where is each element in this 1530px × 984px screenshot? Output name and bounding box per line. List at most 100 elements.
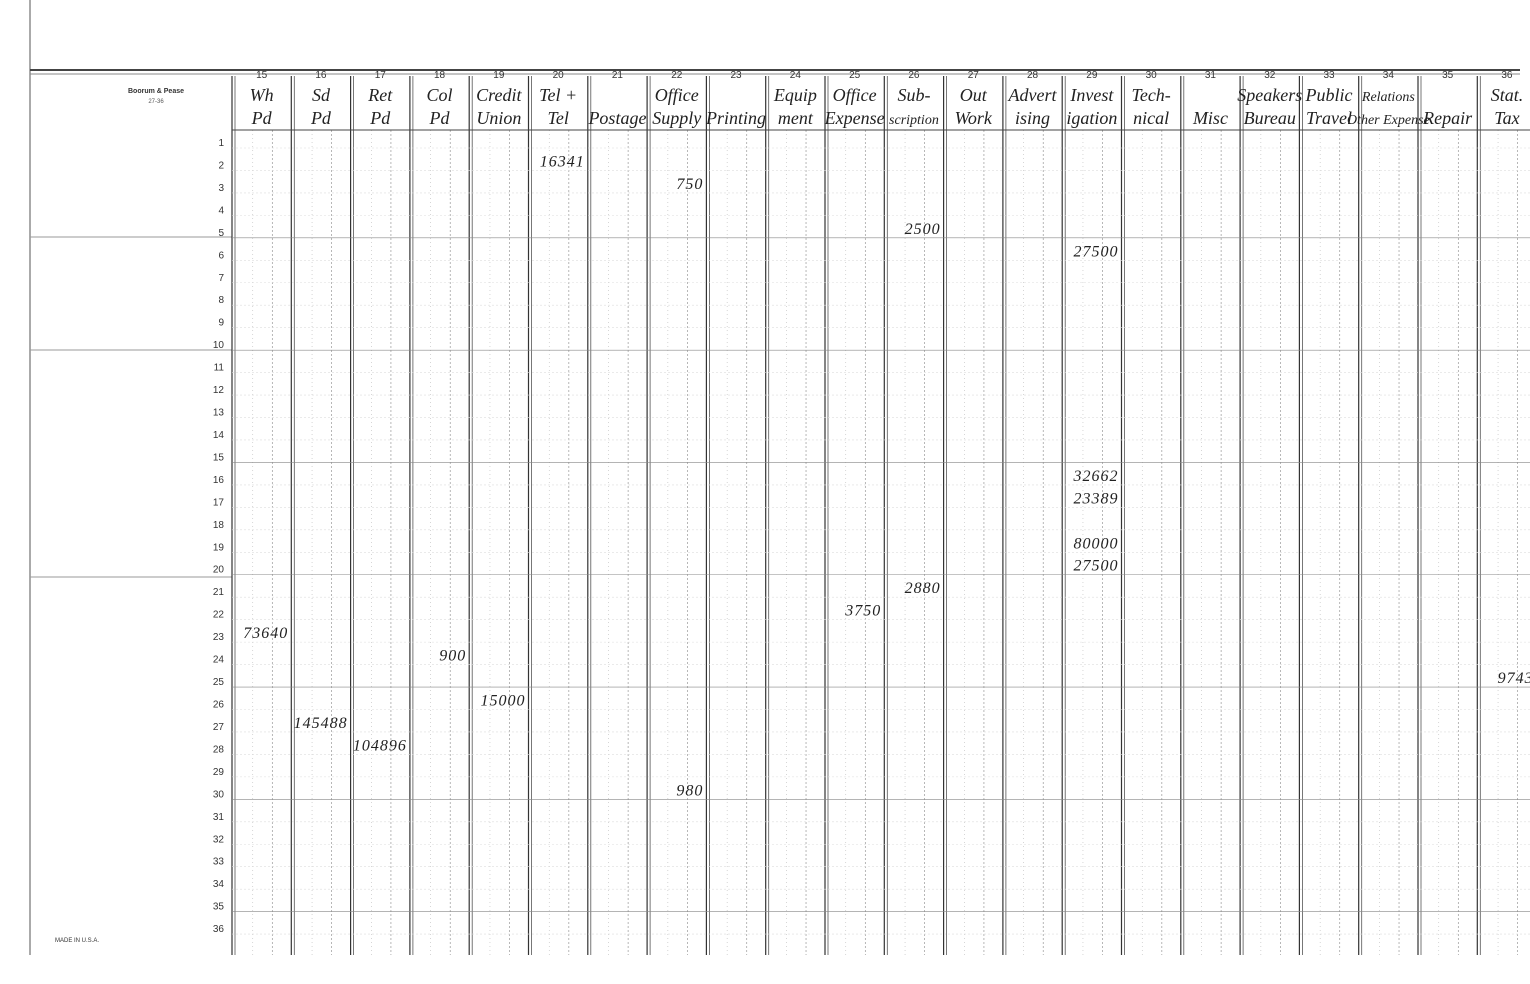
column-heading: Work [955, 108, 993, 128]
column-heading: Col [427, 85, 453, 105]
row-number: 28 [213, 744, 225, 755]
brand: Boorum & Pease [128, 88, 184, 95]
column-number: 32 [1264, 70, 1276, 81]
column-heading: Ret [367, 85, 393, 105]
column-heading: Wh [250, 85, 274, 105]
row-number: 30 [213, 789, 225, 800]
row-number: 19 [213, 542, 225, 553]
column-heading: Equip [773, 85, 817, 105]
column-heading: Pd [310, 108, 332, 128]
column-heading: Other Expense [1347, 113, 1430, 128]
row-number: 1 [218, 138, 224, 149]
entry-amount: 27500 [1074, 243, 1119, 260]
entry-amount: 104896 [353, 737, 407, 754]
column-heading: ment [778, 108, 814, 128]
row-number: 24 [213, 655, 225, 666]
column-heading: Out [960, 85, 988, 105]
entry-amount: 32662 [1073, 468, 1119, 485]
entry-amount: 15000 [481, 693, 526, 710]
row-number: 15 [213, 452, 225, 463]
column-heading: Speakers [1237, 85, 1302, 105]
row-number: 34 [213, 879, 225, 890]
row-number: 10 [213, 340, 225, 351]
column-heading: Tel + [539, 85, 577, 105]
column-number: 29 [1086, 70, 1098, 81]
column-number: 16 [315, 70, 327, 81]
column-heading: Repair [1422, 108, 1473, 128]
column-number: 19 [493, 70, 505, 81]
column-number: 23 [730, 70, 742, 81]
row-number: 31 [213, 812, 225, 823]
entry-amount: 3750 [844, 603, 881, 620]
column-heading: Tax [1494, 108, 1519, 128]
entry-amount: 2880 [905, 580, 941, 597]
column-number: 17 [375, 70, 387, 81]
column-heading: Pd [369, 108, 391, 128]
column-number: 21 [612, 70, 624, 81]
column-heading: Expense [824, 108, 885, 128]
row-number: 27 [213, 722, 225, 733]
entry-amount: 16341 [540, 153, 585, 170]
column-number: 26 [908, 70, 920, 81]
column-heading: Sd [312, 85, 331, 105]
row-number: 9 [218, 318, 224, 329]
column-number: 30 [1146, 70, 1158, 81]
column-heading: scription [889, 113, 939, 128]
column-number: 28 [1027, 70, 1039, 81]
entry-amount: 80000 [1074, 535, 1119, 552]
entry-amount: 2500 [905, 221, 941, 238]
column-heading: Credit [476, 85, 522, 105]
row-number: 16 [213, 475, 225, 486]
row-number: 8 [218, 295, 224, 306]
column-heading: nical [1133, 108, 1169, 128]
column-number: 36 [1501, 70, 1513, 81]
row-number: 14 [213, 430, 225, 441]
column-heading: Travel [1306, 108, 1352, 128]
column-heading: Misc [1192, 108, 1228, 128]
column-heading: Tech- [1131, 85, 1170, 105]
row-number: 23 [213, 632, 225, 643]
row-number: 13 [213, 408, 225, 419]
made-in: MADE IN U.S.A. [55, 938, 99, 944]
column-heading: Pd [429, 108, 451, 128]
entry-amount: 27500 [1074, 558, 1119, 575]
column-number: 20 [553, 70, 565, 81]
column-heading: Postage [587, 108, 646, 128]
column-number: 22 [671, 70, 683, 81]
column-number: 18 [434, 70, 446, 81]
row-number: 3 [218, 183, 224, 194]
column-heading: Sub- [897, 85, 930, 105]
row-number: 25 [213, 677, 225, 688]
row-number: 4 [218, 205, 224, 216]
column-number: 35 [1442, 70, 1454, 81]
row-number: 32 [213, 834, 225, 845]
row-number: 17 [213, 497, 225, 508]
row-number: 6 [218, 250, 224, 261]
row-number: 35 [213, 902, 225, 913]
row-number: 7 [218, 273, 224, 284]
row-number: 5 [218, 228, 224, 239]
form-number: 27-36 [148, 99, 164, 105]
entry-amount: 23389 [1074, 490, 1119, 507]
column-heading: Union [476, 108, 521, 128]
column-heading: Supply [652, 108, 701, 128]
column-heading: Tel [547, 108, 568, 128]
column-number: 34 [1383, 70, 1395, 81]
column-heading: Invest [1069, 85, 1114, 105]
column-number: 15 [256, 70, 268, 81]
column-number: 24 [790, 70, 802, 81]
column-heading: Office [833, 85, 877, 105]
row-number: 29 [213, 767, 225, 778]
row-number: 36 [213, 924, 225, 935]
column-heading: Relations [1361, 90, 1415, 105]
entry-amount: 900 [439, 648, 466, 665]
column-heading: ising [1015, 108, 1050, 128]
column-number: 27 [968, 70, 980, 81]
row-number: 12 [213, 385, 225, 396]
row-number: 22 [213, 610, 225, 621]
row-number: 11 [214, 363, 225, 374]
row-number: 33 [213, 857, 225, 868]
row-number: 18 [213, 520, 225, 531]
